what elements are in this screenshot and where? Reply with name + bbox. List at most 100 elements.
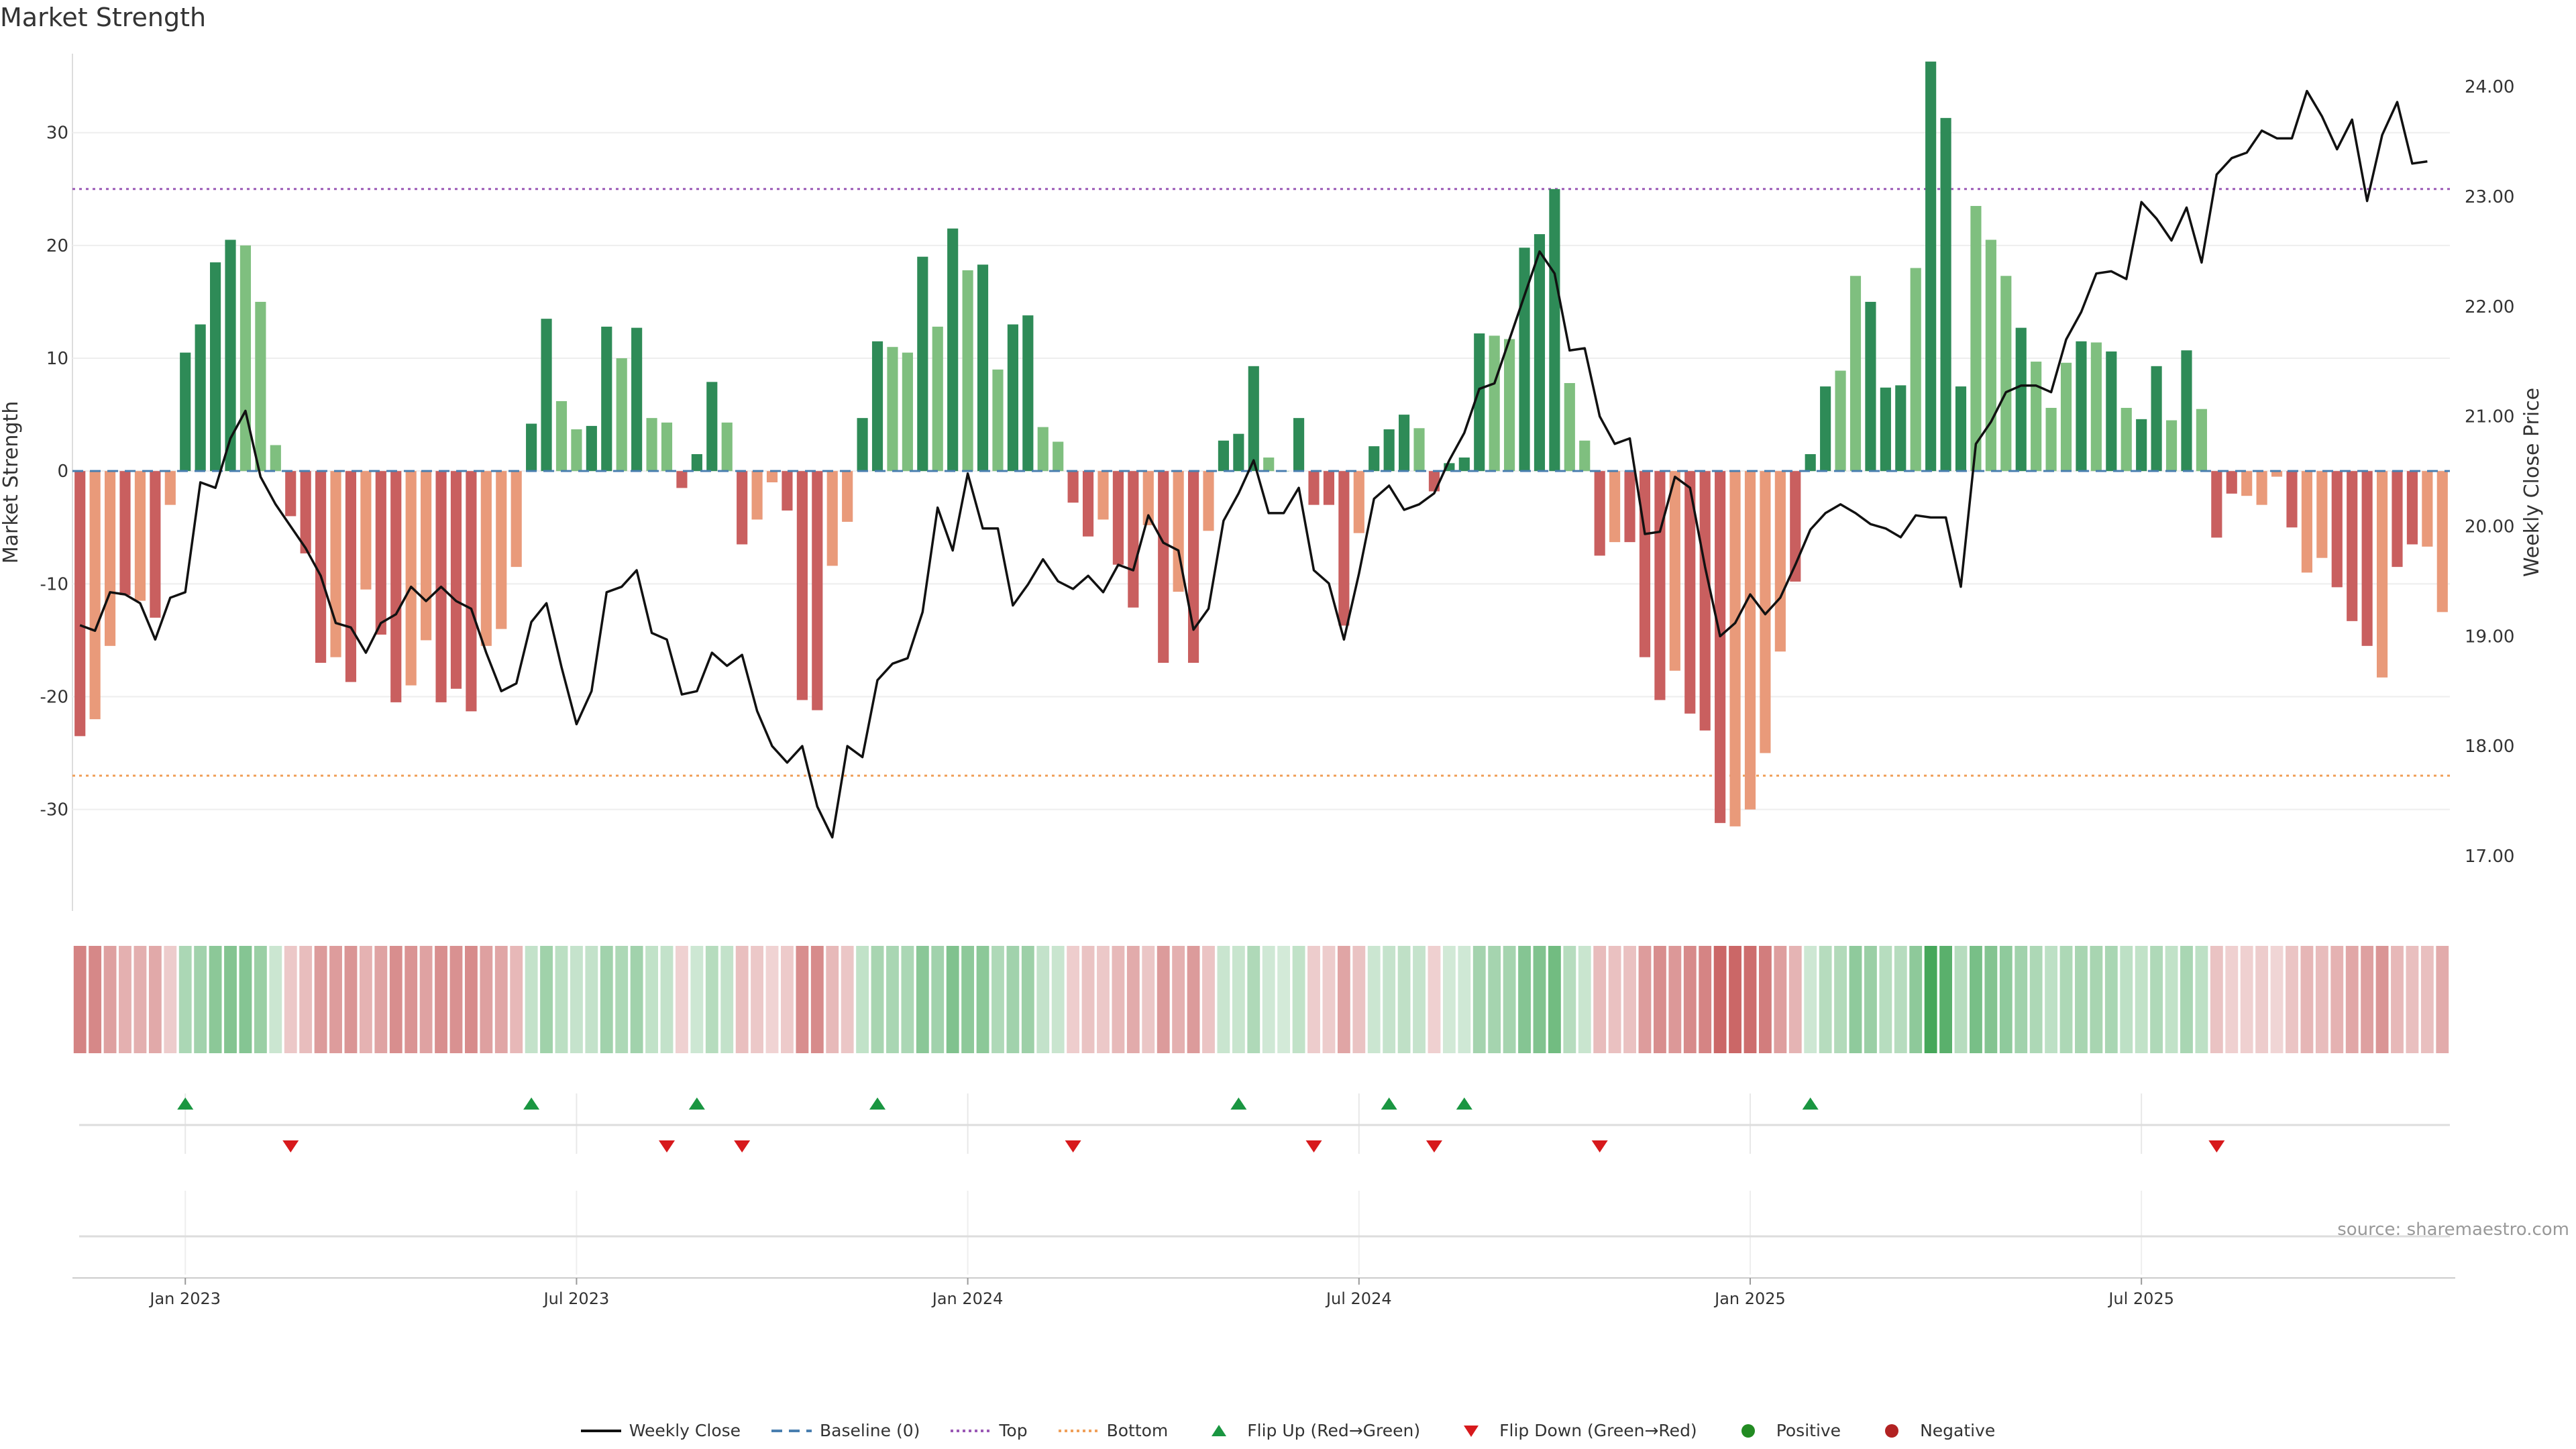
heat-strip-cell xyxy=(1367,946,1381,1053)
circle-icon xyxy=(1741,1424,1755,1438)
strength-bar-negative xyxy=(2422,471,2433,547)
strength-bar-negative xyxy=(1142,471,1154,525)
strength-bar-positive xyxy=(1413,428,1425,472)
y-axis-label: Market Strength xyxy=(0,401,23,564)
heat-strip-cell xyxy=(1970,946,1982,1053)
strength-bar-positive xyxy=(555,400,568,472)
strength-bar-positive xyxy=(1849,276,1862,472)
strength-bar-positive xyxy=(2151,366,2162,472)
strength-bar-negative xyxy=(1428,471,1440,492)
heat-strip-cell xyxy=(1984,946,1998,1053)
strength-bar-negative xyxy=(300,471,311,553)
strength-bar-negative xyxy=(89,471,101,720)
heat-strip-cell xyxy=(194,946,207,1053)
heat-strip-cell xyxy=(2045,946,2058,1053)
heat-strip-cell xyxy=(781,946,794,1053)
heat-strip-cell xyxy=(1668,946,1682,1053)
heat-strip-cell xyxy=(2104,946,2118,1053)
heat-strip-cell xyxy=(1713,946,1727,1053)
heat-strip-cell xyxy=(1924,946,1937,1053)
heat-strip-cell xyxy=(2240,946,2253,1053)
y2-tick-label: 17.00 xyxy=(2465,847,2514,867)
strength-bar-negative xyxy=(1624,471,1635,543)
heat-strip-cell xyxy=(2270,946,2284,1053)
flip-down-marker xyxy=(659,1140,675,1152)
heat-strip-cell xyxy=(826,946,839,1053)
heat-strip-cell xyxy=(2286,946,2298,1053)
dotted-line-icon xyxy=(1058,1429,1099,1432)
heat-strip-cell xyxy=(1383,946,1396,1053)
strength-bar-positive xyxy=(1399,415,1410,472)
strength-bar-positive xyxy=(947,228,959,472)
y-tick-label: 0 xyxy=(57,462,68,482)
heat-strip-cell xyxy=(2135,946,2148,1053)
strength-bar-positive xyxy=(661,422,673,472)
heat-strip-cell xyxy=(494,946,508,1053)
strength-bar-negative xyxy=(1639,471,1651,657)
strength-bar-positive xyxy=(2090,342,2102,472)
heat-strip-cell xyxy=(1172,946,1185,1053)
legend-item: Negative xyxy=(1872,1421,1995,1440)
strength-bar-negative xyxy=(1744,471,1756,810)
heat-strip-cell xyxy=(1788,946,1802,1053)
heat-strip-cell xyxy=(299,946,313,1053)
heat-strip-cell xyxy=(1442,946,1456,1053)
heat-strip-cell xyxy=(1142,946,1155,1053)
strength-bar-negative xyxy=(796,471,808,700)
strength-bar-positive xyxy=(691,453,702,472)
strength-bar-positive xyxy=(1383,429,1395,472)
heat-strip-cell xyxy=(2406,946,2419,1053)
heat-strip-cell xyxy=(2090,946,2103,1053)
strength-bar-positive xyxy=(1579,440,1591,472)
heat-strip-cell xyxy=(1081,946,1095,1053)
strength-bar-negative xyxy=(2226,471,2237,494)
strength-bar-negative xyxy=(450,471,462,689)
heat-strip-cell xyxy=(1126,946,1140,1053)
heat-strip-cell xyxy=(464,946,478,1053)
y2-tick-label: 24.00 xyxy=(2465,77,2514,97)
strength-bar-positive xyxy=(2076,341,2087,472)
flip-up-marker xyxy=(1456,1097,1472,1110)
strength-bar-positive xyxy=(721,422,733,472)
heat-strip-cell xyxy=(1758,946,1772,1053)
strength-bar-positive xyxy=(586,425,597,472)
strength-bar-negative xyxy=(2406,471,2418,545)
heat-strip-cell xyxy=(1488,946,1501,1053)
heat-strip-cell xyxy=(209,946,222,1053)
strength-bar-positive xyxy=(1218,440,1229,472)
heat-strip-cell xyxy=(976,946,989,1053)
heat-strip-cell xyxy=(2225,946,2239,1053)
heat-strip-cell xyxy=(284,946,297,1053)
strength-bar-positive xyxy=(1910,268,1921,472)
strength-bar-positive xyxy=(1458,458,1470,472)
heat-strip-cell xyxy=(405,946,418,1053)
flip-down-marker xyxy=(1305,1140,1322,1152)
heat-strip-cell xyxy=(2436,946,2449,1053)
flip-down-marker xyxy=(734,1140,751,1152)
strength-bar-positive xyxy=(1022,315,1034,472)
strength-bar-positive xyxy=(180,352,191,472)
heat-strip-cell xyxy=(73,946,87,1053)
strength-bar-negative xyxy=(1774,471,1786,652)
flip-up-marker xyxy=(1381,1097,1397,1110)
strength-bar-negative xyxy=(1112,471,1124,565)
strength-bar-negative xyxy=(1760,471,1771,753)
y2-tick-label: 20.00 xyxy=(2465,517,2514,537)
heat-strip-cell xyxy=(735,946,749,1053)
strength-bar-negative xyxy=(315,471,327,663)
legend-label: Positive xyxy=(1776,1421,1841,1440)
flip-down-marker xyxy=(1426,1140,1442,1152)
heat-strip-cell xyxy=(2029,946,2043,1053)
legend: Weekly Close Baseline (0) Top Bottom Flip Up… xyxy=(0,1421,2576,1440)
heat-strip-cell xyxy=(1638,946,1652,1053)
strength-bar-positive xyxy=(1534,234,1546,472)
strength-bar-negative xyxy=(826,471,838,566)
heat-strip-cell xyxy=(2165,946,2178,1053)
heat-strip-cell xyxy=(765,946,779,1053)
strength-bar-negative xyxy=(1187,471,1199,663)
y-tick-label: -20 xyxy=(40,688,68,708)
heat-strip-cell xyxy=(841,946,854,1053)
heat-strip-cell xyxy=(374,946,388,1053)
strength-bar-positive xyxy=(270,445,281,472)
heat-strip-cell xyxy=(1999,946,2012,1053)
